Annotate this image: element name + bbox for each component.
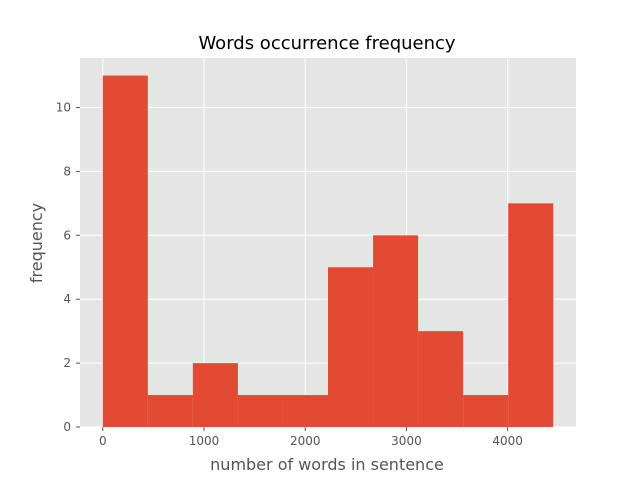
x-tick-label: 3000 (391, 434, 422, 448)
x-tick-label: 1000 (189, 434, 220, 448)
y-tick-label: 0 (63, 420, 71, 434)
histogram-bar (102, 75, 148, 428)
x-tick-label: 0 (99, 434, 107, 448)
x-tick-label: 4000 (492, 434, 523, 448)
chart-title: Words occurrence frequency (198, 33, 455, 54)
histogram-bar (373, 235, 419, 427)
y-tick-label: 4 (63, 292, 71, 306)
histogram-bar (237, 395, 283, 427)
histogram-bar (418, 331, 464, 427)
x-axis-label: number of words in sentence (210, 455, 444, 474)
y-tick-label: 10 (56, 101, 71, 115)
histogram-bar (147, 395, 193, 427)
histogram-bar (463, 395, 509, 427)
histogram-bar (508, 203, 554, 427)
y-tick-label: 2 (63, 356, 71, 370)
histogram-bar (328, 267, 374, 427)
y-axis-label: frequency (27, 203, 46, 283)
y-tick-label: 8 (63, 164, 71, 178)
bars (102, 75, 554, 428)
x-tick-label: 2000 (290, 434, 321, 448)
grid-lines (80, 58, 576, 428)
histogram-bar (282, 395, 328, 427)
y-tick-label: 6 (63, 228, 71, 242)
y-axis-ticks: 0 2 4 6 8 10 (56, 101, 80, 434)
histogram-bar (192, 363, 238, 427)
x-axis-ticks: 0 1000 2000 3000 4000 (99, 427, 523, 448)
